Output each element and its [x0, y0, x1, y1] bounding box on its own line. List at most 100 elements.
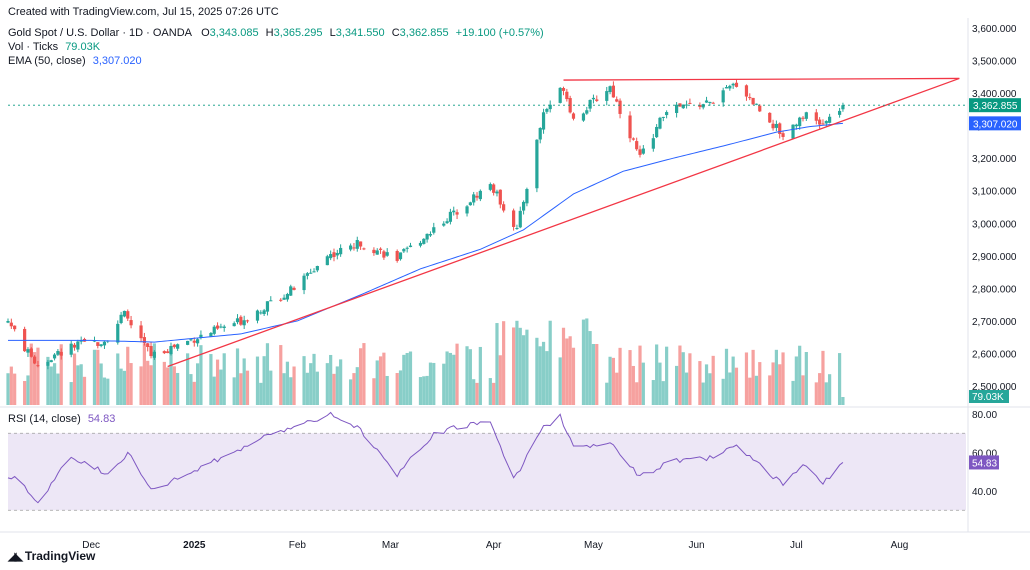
volume-bar: [46, 356, 50, 405]
candle-body: [628, 115, 632, 139]
volume-bar: [335, 366, 339, 405]
candle-body: [468, 202, 472, 206]
candle-body: [452, 210, 456, 213]
candle-body: [166, 351, 170, 354]
volume-bar: [631, 365, 635, 405]
volume-bar: [269, 370, 273, 405]
volume-bar: [398, 370, 403, 405]
volume-bar: [704, 364, 709, 405]
candle-body: [422, 238, 426, 244]
candle-body: [704, 100, 709, 103]
volume-bar: [176, 372, 180, 405]
volume-bar: [129, 363, 133, 405]
price-tick-label: 3,600.000: [972, 24, 1017, 35]
price-tick-label: 3,400.000: [972, 89, 1017, 100]
candle-body: [142, 337, 146, 344]
candle-body: [675, 104, 679, 113]
candle-body: [325, 256, 329, 266]
volume-bar: [96, 349, 100, 405]
candle-body: [209, 332, 213, 337]
volume-bar: [678, 345, 682, 405]
candle-body: [72, 344, 77, 348]
candle-body: [605, 91, 609, 101]
ema-label: EMA (50, close): [8, 55, 86, 67]
volume-bar: [149, 365, 153, 405]
volume-bar: [172, 366, 176, 405]
volume-bar: [774, 349, 778, 405]
volume-bar: [794, 356, 798, 405]
candle-body: [774, 123, 778, 128]
candle-body: [119, 314, 123, 324]
candle-body: [794, 124, 798, 127]
volume-bar: [472, 379, 476, 405]
volume-bar: [325, 363, 329, 405]
candle-body: [408, 245, 413, 248]
candle-body: [585, 110, 589, 114]
trendline: [167, 77, 960, 368]
price-tick-label: 2,700.000: [972, 317, 1017, 328]
candle-body: [798, 117, 802, 127]
volume-bar: [358, 348, 363, 405]
volume-bar: [768, 375, 772, 405]
volume-bar: [106, 378, 110, 405]
candle-body: [655, 126, 659, 138]
candle-body: [495, 191, 499, 194]
candle-body: [701, 104, 705, 108]
tradingview-logo: ◢◣ TradingView: [8, 549, 95, 563]
volume-bar: [265, 343, 270, 405]
volume-bar: [535, 337, 539, 405]
volume-bar: [841, 397, 845, 405]
change-value: +19.100 (+0.57%): [455, 27, 544, 39]
volume-bar: [465, 346, 469, 405]
candle-body: [245, 320, 250, 322]
candle-body: [681, 104, 685, 109]
volume-bar: [721, 378, 725, 405]
volume-label: Vol · Ticks: [8, 41, 59, 53]
volume-bar: [425, 375, 429, 405]
candle-body: [448, 211, 453, 222]
volume-bar: [186, 353, 190, 405]
candle-body: [352, 247, 356, 249]
candle-body: [222, 326, 226, 328]
candle-body: [13, 325, 17, 330]
time-tick-label: Dec: [82, 540, 100, 551]
volume-bar: [708, 373, 712, 405]
volume-bar: [628, 350, 632, 405]
candle-body: [591, 97, 596, 100]
candle-body: [199, 334, 203, 338]
volume-bar: [571, 347, 576, 405]
volume-bar: [162, 361, 166, 405]
low-label: L: [329, 27, 336, 39]
candle-body: [824, 121, 828, 124]
candle-body: [721, 90, 725, 103]
volume-bar: [239, 373, 243, 405]
candle-body: [608, 86, 612, 93]
candle-body: [262, 310, 266, 315]
candle-body: [129, 320, 133, 326]
volume-bar: [152, 343, 156, 405]
candle-body: [568, 98, 572, 113]
volume-bar: [778, 364, 782, 405]
volume-bar: [242, 358, 246, 405]
volume-bar: [605, 382, 609, 405]
volume-bar: [701, 382, 705, 405]
ema-legend: EMA (50, close) 3,307.020: [8, 55, 142, 67]
candle-body: [558, 87, 562, 103]
volume-bar: [282, 373, 286, 405]
volume-bar: [408, 351, 413, 405]
price-tick-label: 3,200.000: [972, 154, 1017, 165]
volume-bar: [498, 355, 502, 405]
volume-bar: [448, 352, 453, 405]
candle-body: [595, 99, 599, 101]
candle-body: [362, 248, 366, 250]
symbol-name: Gold Spot / U.S. Dollar · 1D · OANDA: [8, 27, 192, 39]
price-tick-label: 3,000.000: [972, 219, 1017, 230]
volume-bar: [259, 382, 263, 405]
candle-body: [395, 251, 399, 261]
volume-bar: [521, 335, 526, 405]
candle-body: [748, 97, 752, 99]
volume-bar: [432, 362, 436, 405]
volume-bar: [538, 346, 542, 405]
volume-bar: [445, 351, 449, 405]
